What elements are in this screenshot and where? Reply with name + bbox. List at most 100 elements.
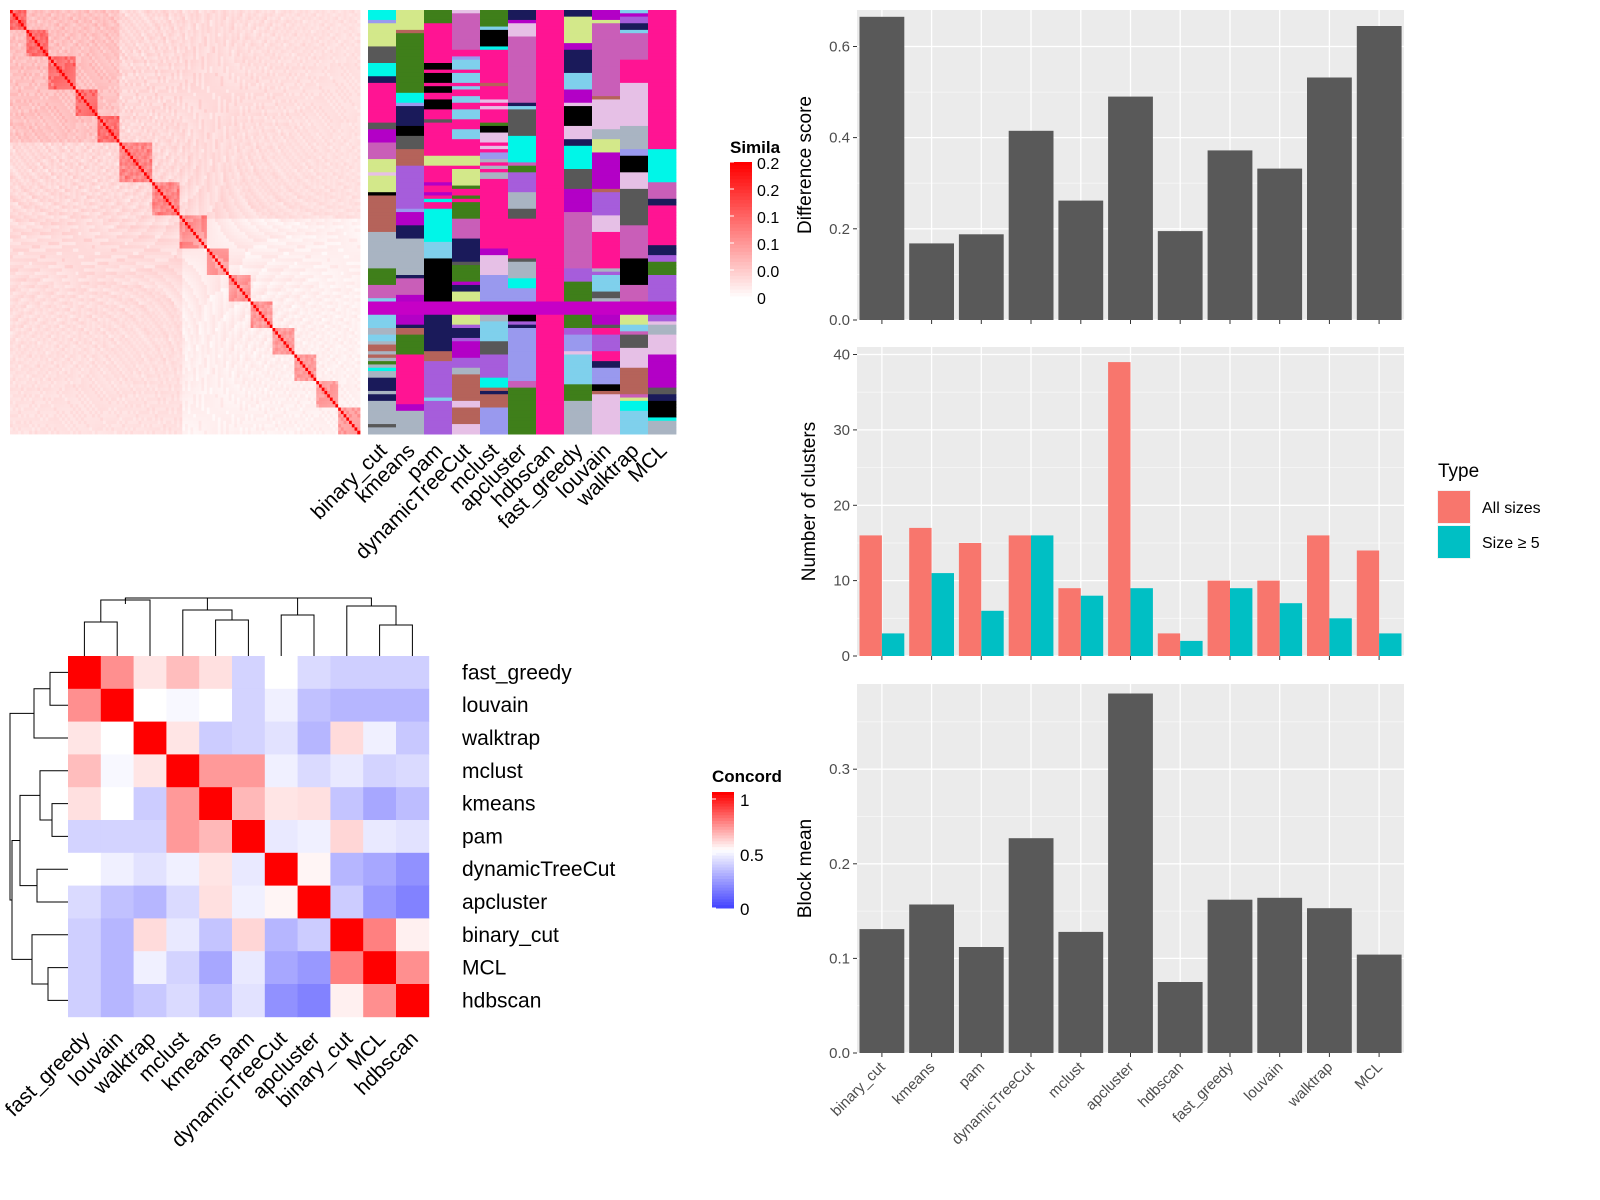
similarity-cell — [51, 49, 55, 54]
similarity-cell — [316, 132, 320, 137]
similarity-cell — [124, 86, 128, 90]
similarity-cell — [185, 53, 189, 57]
similarity-cell — [171, 76, 175, 80]
similarity-cell — [234, 86, 238, 90]
similarity-cell — [305, 112, 309, 117]
similarity-cell — [283, 49, 287, 54]
similarity-cell — [124, 43, 128, 47]
similarity-cell — [61, 56, 66, 61]
similarity-cell — [160, 79, 164, 84]
similarity-cell — [92, 116, 96, 120]
similarity-cell — [340, 119, 344, 124]
similarity-cell — [72, 46, 77, 51]
similarity-cell — [174, 92, 178, 97]
similarity-cell — [245, 10, 249, 14]
similarity-cell — [310, 89, 314, 94]
similarity-cell — [111, 132, 115, 137]
similarity-cell — [127, 72, 131, 77]
similarity-cell — [198, 59, 202, 64]
similarity-cell — [195, 89, 200, 94]
similarity-cell — [308, 59, 312, 64]
similarity-cell — [12, 116, 16, 120]
similarity-cell — [204, 10, 208, 14]
similarity-cell — [329, 19, 334, 24]
similarity-cell — [267, 86, 271, 90]
similarity-cell — [100, 112, 104, 117]
similarity-cell — [45, 76, 49, 80]
similarity-cell — [100, 132, 104, 137]
similarity-cell — [198, 92, 202, 97]
similarity-cell — [288, 33, 293, 37]
similarity-cell — [291, 53, 295, 57]
similarity-cell — [12, 59, 16, 64]
similarity-cell — [168, 102, 172, 107]
similarity-cell — [264, 125, 268, 130]
similarity-cell — [143, 23, 148, 27]
similarity-cell — [61, 72, 66, 77]
similarity-cell — [122, 92, 126, 97]
similarity-cell — [215, 72, 219, 77]
similarity-cell — [18, 109, 22, 114]
similarity-cell — [253, 116, 257, 120]
similarity-cell — [53, 135, 57, 140]
similarity-cell — [272, 92, 276, 97]
similarity-cell — [277, 86, 282, 90]
similarity-cell — [242, 72, 246, 77]
similarity-cell — [305, 99, 309, 104]
similarity-cell — [318, 23, 323, 27]
similarity-cell — [288, 26, 293, 31]
similarity-cell — [61, 33, 66, 37]
similarity-cell — [94, 116, 98, 120]
similarity-cell — [174, 122, 178, 127]
similarity-cell — [190, 46, 194, 51]
similarity-cell — [302, 16, 306, 21]
similarity-cell — [212, 39, 216, 44]
similarity-cell — [37, 69, 41, 74]
similarity-cell — [113, 49, 118, 54]
similarity-cell — [86, 16, 90, 21]
similarity-cell — [143, 99, 148, 104]
similarity-cell — [143, 112, 148, 117]
similarity-cell — [42, 33, 46, 37]
similarity-cell — [302, 56, 306, 61]
similarity-cell — [51, 16, 55, 21]
similarity-cell — [113, 59, 118, 64]
similarity-cell — [234, 56, 238, 61]
similarity-cell — [212, 43, 216, 47]
similarity-cell — [45, 59, 49, 64]
similarity-cell — [72, 129, 77, 133]
similarity-cell — [92, 29, 96, 34]
similarity-cell — [70, 49, 74, 54]
similarity-cell — [297, 66, 301, 71]
similarity-cell — [59, 56, 63, 61]
similarity-cell — [275, 92, 279, 97]
similarity-cell — [316, 10, 320, 14]
similarity-cell — [256, 53, 260, 57]
similarity-cell — [37, 43, 41, 47]
similarity-cell — [313, 72, 317, 77]
similarity-cell — [146, 39, 150, 44]
similarity-cell — [250, 53, 254, 57]
similarity-cell — [102, 43, 107, 47]
similarity-heatmap — [10, 10, 361, 435]
similarity-cell — [272, 13, 276, 18]
similarity-cell — [141, 125, 145, 130]
similarity-cell — [48, 10, 52, 14]
similarity-cell — [124, 99, 128, 104]
similarity-cell — [272, 43, 276, 47]
similarity-cell — [59, 99, 63, 104]
similarity-cell — [135, 106, 139, 110]
similarity-cell — [318, 132, 323, 137]
similarity-cell — [10, 49, 14, 54]
similarity-cell — [141, 79, 145, 84]
similarity-cell — [338, 109, 342, 114]
similarity-cell — [335, 59, 339, 64]
similarity-cell — [124, 122, 128, 127]
similarity-cell — [294, 26, 298, 31]
similarity-cell — [31, 43, 36, 47]
similarity-cell — [70, 79, 74, 84]
similarity-cell — [12, 26, 16, 31]
similarity-cell — [231, 106, 235, 110]
similarity-cell — [111, 92, 115, 97]
similarity-cell — [138, 29, 142, 34]
